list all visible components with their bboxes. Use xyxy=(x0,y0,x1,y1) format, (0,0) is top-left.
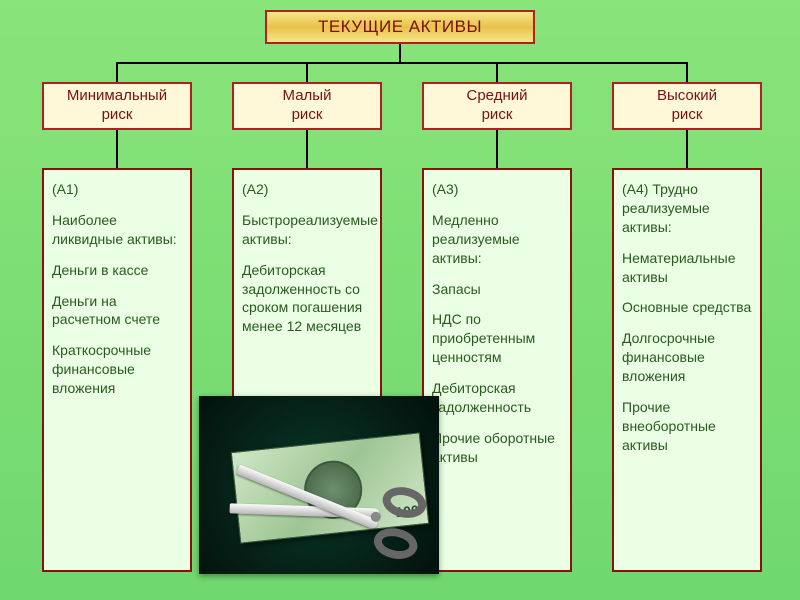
category-col-high: Высокийриск xyxy=(612,82,762,130)
detail-paragraph: Быстрореализуемые активы: xyxy=(242,211,372,249)
title-box: ТЕКУЩИЕ АКТИВЫ xyxy=(265,10,535,44)
connector-line xyxy=(686,62,688,82)
detail-col-high: (А4) Трудно реализуемые активы: Нематериа… xyxy=(612,168,762,572)
category-col-minimal: Минимальныйриск xyxy=(42,82,192,130)
connector-line xyxy=(116,62,118,82)
connector-line xyxy=(116,130,118,168)
detail-paragraph: Долгосрочные финансовые вложения xyxy=(622,329,752,386)
connector-line xyxy=(496,62,498,82)
detail-paragraph: Деньги в кассе xyxy=(52,261,182,280)
category-col-low: Малыйриск xyxy=(232,82,382,130)
connector-line xyxy=(306,62,308,82)
category-col-medium: Среднийриск xyxy=(422,82,572,130)
connector-line xyxy=(496,130,498,168)
connector-line xyxy=(306,130,308,168)
connector-line xyxy=(399,44,401,62)
detail-paragraph: Дебиторская задолженность со сроком пога… xyxy=(242,261,372,337)
detail-paragraph: Прочие внеоборотные активы xyxy=(622,398,752,455)
detail-paragraph: (А1) xyxy=(52,180,182,199)
category-label: Высокийриск xyxy=(657,87,717,125)
detail-paragraph: Прочие оборотные активы xyxy=(432,429,562,467)
diagram-root: ТЕКУЩИЕ АКТИВЫ Минимальныйриск (А1) Наибол… xyxy=(0,0,800,600)
detail-paragraph: Наиболее ликвидные активы: xyxy=(52,211,182,249)
detail-paragraph: Деньги на расчетном счете xyxy=(52,292,182,330)
detail-paragraph: Медленно реализуемые активы: xyxy=(432,211,562,268)
detail-col-medium: (А3) Медленно реализуемые активы: Запасы НД… xyxy=(422,168,572,572)
category-label: Среднийриск xyxy=(467,87,528,125)
detail-paragraph: НДС по приобретенным ценностям xyxy=(432,310,562,367)
title-text: ТЕКУЩИЕ АКТИВЫ xyxy=(318,17,482,37)
connector-line xyxy=(117,62,687,64)
category-label: Минимальныйриск xyxy=(67,87,167,125)
detail-paragraph: Нематериальные активы xyxy=(622,249,752,287)
connector-line xyxy=(686,130,688,168)
category-label: Малыйриск xyxy=(283,87,332,125)
detail-paragraph: Запасы xyxy=(432,280,562,299)
detail-paragraph: (А3) xyxy=(432,180,562,199)
detail-paragraph: (А4) Трудно реализуемые активы: xyxy=(622,180,752,237)
detail-paragraph: Дебиторская задолженность xyxy=(432,379,562,417)
detail-col-minimal: (А1) Наиболее ликвидные активы: Деньги в к… xyxy=(42,168,192,572)
detail-paragraph: Краткосрочные финансовые вложения xyxy=(52,341,182,398)
decorative-photo-money-scissors xyxy=(199,396,439,574)
detail-paragraph: (А2) xyxy=(242,180,372,199)
detail-paragraph: Основные средства xyxy=(622,298,752,317)
